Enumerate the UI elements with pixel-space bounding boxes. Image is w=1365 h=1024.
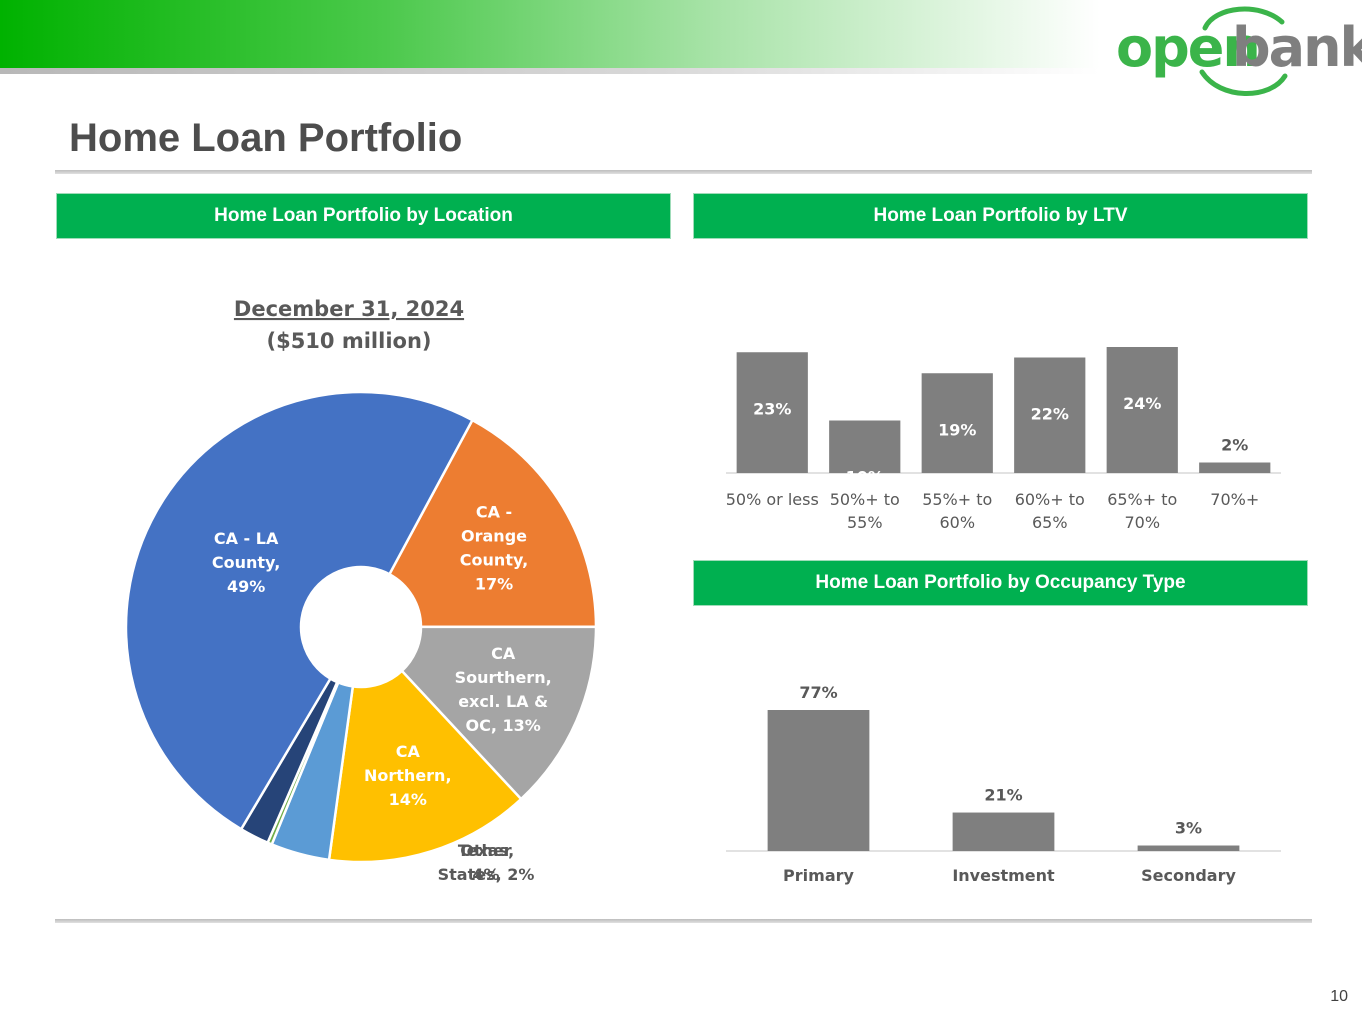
pie-slice: [387, 418, 598, 629]
pie-slice-label: CA Sourthern, excl. LA & OC, 13%: [455, 644, 552, 735]
bar-category-label: 70%+: [1210, 490, 1259, 509]
logo-text-bank: bank: [1232, 16, 1362, 79]
bar-category-label: 60%+ to 65%: [1015, 490, 1085, 532]
pie-slice: [400, 625, 598, 801]
header-gradient-bar: [0, 0, 1100, 68]
bar-category-label: 55%+ to 60%: [922, 490, 992, 532]
bar: [952, 812, 1055, 851]
occupancy-bar-chart: 77% Primary 21% Investment 3% Secondary: [726, 683, 1281, 885]
bar: [767, 710, 870, 851]
page-number: 10: [1330, 988, 1348, 1005]
logo-text-open: open: [1116, 16, 1259, 79]
header-shadow: [0, 68, 1100, 74]
pie-slice-label: CA -Orange County, 17%: [460, 502, 528, 593]
ltv-bar-chart: 23% 50% or less 10% 50%+ to 55% 19% 55%+ to 60%…: [726, 347, 1281, 532]
bar-data-label: 24%: [1123, 394, 1161, 413]
bar-category-label: Investment: [952, 866, 1055, 885]
bar: [1014, 357, 1086, 473]
bar-data-label: 19%: [938, 420, 976, 439]
section-header-ltv: Home Loan Portfolio by LTV: [693, 193, 1308, 239]
pie-slice-label: Other States, 2%: [438, 841, 535, 884]
bar-category-label: 65%+ to 70%: [1107, 490, 1177, 532]
title-divider: [55, 170, 1312, 174]
bar-data-label: 3%: [1175, 819, 1202, 838]
bar: [1199, 462, 1271, 473]
bar: [1137, 845, 1240, 851]
bar-data-label: 21%: [984, 786, 1022, 805]
bar: [1106, 347, 1178, 473]
logo-swoosh-bottom: [1199, 69, 1288, 96]
section-header-occupancy: Home Loan Portfolio by Occupancy Type: [693, 560, 1308, 606]
pie-chart-title: December 31, 2024: [234, 297, 464, 321]
pie-slice-label: CA - LA County, 49%: [212, 529, 280, 596]
bottom-divider: [55, 919, 1312, 923]
location-pie-chart: December 31, 2024 ($510 million) CA -Ora…: [124, 297, 598, 884]
bar-category-label: 50%+ to 55%: [830, 490, 900, 532]
bar: [736, 352, 808, 473]
bar-category-label: Secondary: [1141, 866, 1236, 885]
bar-data-label: 77%: [799, 683, 837, 702]
pie-slice-label: CA Northern, 14%: [364, 742, 452, 809]
bar-data-label: 2%: [1221, 436, 1248, 455]
pie-slice: [124, 390, 475, 831]
pie-slice: [327, 669, 523, 864]
bar-category-label: Primary: [783, 866, 854, 885]
bar-data-label: 22%: [1031, 405, 1069, 424]
bar-data-label: 23%: [753, 399, 791, 418]
page-title: Home Loan Portfolio: [69, 116, 463, 160]
pie-chart-subtitle: ($510 million): [266, 329, 431, 353]
bar-data-label: 10%: [846, 468, 884, 487]
openbank-logo: open bank: [1116, 6, 1362, 96]
bar: [829, 420, 901, 473]
bar-category-label: 50% or less: [726, 490, 819, 509]
bar: [921, 373, 993, 473]
pie-slice-label: Texas, 4%: [458, 841, 514, 884]
section-header-location: Home Loan Portfolio by Location: [56, 193, 671, 239]
logo-swoosh-top: [1202, 6, 1285, 31]
